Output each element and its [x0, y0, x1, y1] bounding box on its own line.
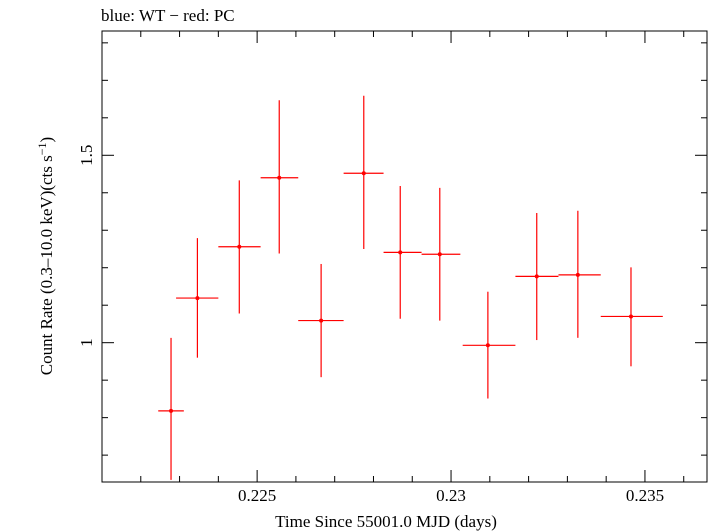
data-point — [558, 210, 601, 338]
data-point — [218, 180, 261, 314]
plot-frame — [101, 30, 708, 483]
data-marker — [195, 296, 200, 301]
data-point — [515, 213, 559, 341]
data-point — [260, 100, 299, 254]
data-point — [600, 267, 663, 367]
data-point — [383, 186, 422, 319]
data-marker — [361, 171, 366, 176]
x-tick-label: 0.23 — [436, 486, 466, 505]
y-axis-label-superscript: −1 — [35, 142, 49, 155]
data-marker — [169, 408, 174, 413]
data-marker — [277, 175, 282, 180]
x-tick-label: 0.235 — [626, 486, 664, 505]
y-tick-label: 1 — [77, 338, 96, 347]
data-point — [298, 263, 344, 378]
x-tick-label: 0.225 — [238, 486, 276, 505]
x-axis-label: Time Since 55001.0 MJD (days) — [275, 512, 497, 531]
data-point — [421, 187, 461, 321]
y-tick-label: 1.5 — [77, 145, 96, 166]
data-point — [158, 337, 184, 480]
data-marker — [534, 274, 539, 279]
data-marker — [485, 343, 490, 348]
y-axis-label: Count Rate (0.3–10.0 keV)(cts s−1) — [35, 137, 56, 375]
data-point — [176, 238, 219, 358]
data-point — [462, 291, 516, 399]
y-axis-label-main: Count Rate (0.3–10.0 keV)(cts s — [37, 155, 56, 375]
chart-title: blue: WT − red: PC — [101, 6, 235, 25]
data-points — [158, 95, 663, 480]
data-marker — [628, 314, 633, 319]
axis-ticks: 0.225 0.23 0.235 1 1.5 — [77, 31, 707, 505]
data-marker — [398, 250, 403, 255]
data-marker — [237, 244, 242, 249]
data-marker — [575, 272, 580, 277]
data-point — [343, 95, 384, 249]
y-axis-label-close: ) — [37, 137, 56, 143]
data-marker — [437, 252, 442, 257]
data-marker — [319, 318, 324, 323]
